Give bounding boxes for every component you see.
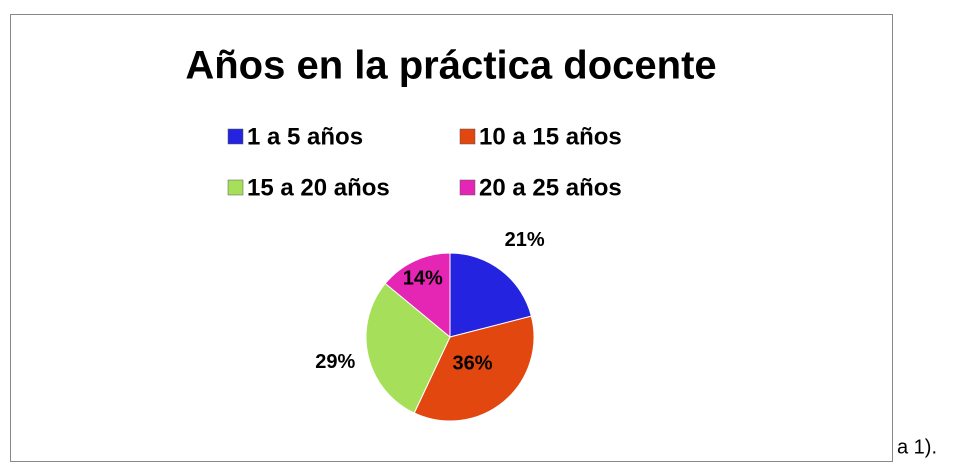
pie-slice — [384, 252, 451, 339]
pie-slice — [449, 252, 532, 338]
legend-label: 20 a 25 años — [479, 174, 622, 201]
legend-swatch — [459, 179, 476, 196]
pie-slice — [365, 282, 451, 414]
legend-label: 1 a 5 años — [247, 123, 363, 150]
pie-slice — [413, 315, 535, 422]
trailing-text: a 1). — [897, 436, 937, 458]
legend-swatch — [227, 179, 244, 196]
data-label: 29% — [315, 351, 355, 373]
data-label: 21% — [505, 229, 545, 251]
legend-label: 10 a 15 años — [479, 123, 622, 150]
chart-title: Años en la práctica docente — [185, 44, 716, 88]
data-label: 14% — [403, 268, 443, 290]
legend-swatch — [459, 128, 476, 145]
data-label: 36% — [452, 352, 492, 374]
legend-swatch — [227, 128, 244, 145]
legend-label: 15 a 20 años — [247, 174, 390, 201]
